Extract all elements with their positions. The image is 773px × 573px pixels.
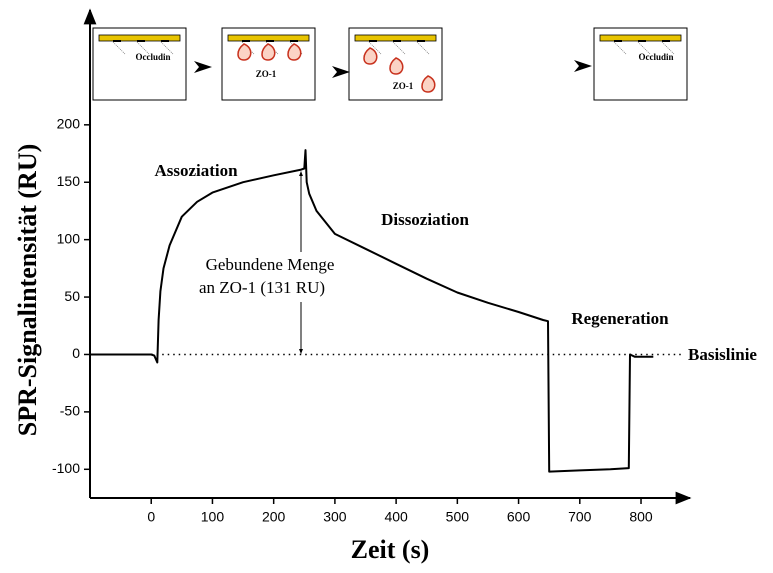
x-tick-label: 800 [629,509,653,525]
schematic-label: ZO-1 [393,81,414,91]
y-tick-label: -50 [60,403,80,419]
y-axis-title: SPR-Signalintensität (RU) [13,144,42,437]
annotation: Regeneration [571,309,669,328]
x-tick-label: 200 [262,509,286,525]
annotation: Basislinie [688,345,757,364]
x-tick-label: 700 [568,509,592,525]
x-tick-label: 0 [147,509,155,525]
schematic-label: Occludin [135,52,170,62]
y-tick-label: 0 [72,345,80,361]
x-axis-title: Zeit (s) [351,535,430,564]
annotation: Dissoziation [381,210,469,229]
chart: Zeit (s) SPR-Signalintensität (RU) -100 -… [0,0,773,573]
x-tick-label: 600 [507,509,531,525]
y-tick-label: 200 [57,116,81,132]
y-tick-label: -100 [52,460,80,476]
flow-arrow [574,60,592,72]
annotation: Gebundene Menge [206,255,335,274]
schematic-panel: Occludin [594,28,687,100]
y-tick-label: 150 [57,173,81,189]
x-tick-label: 100 [201,509,225,525]
x-tick-label: 400 [384,509,408,525]
x-tick-label: 300 [323,509,347,525]
y-tick-label: 50 [64,288,80,304]
schematic-label: Occludin [638,52,673,62]
schematic-label: ZO-1 [256,69,277,79]
flow-arrow [332,66,350,78]
y-tick-label: 100 [57,230,81,246]
flow-arrow [194,61,212,73]
annotation: an ZO-1 (131 RU) [199,278,325,297]
x-tick-label: 500 [446,509,470,525]
annotation: Assoziation [154,161,238,180]
schematic-panel: Occludin [93,28,186,100]
signal-line [90,150,653,472]
schematic-panel: ZO-1 [349,28,442,100]
schematic-panel: ZO-1 [222,28,315,100]
